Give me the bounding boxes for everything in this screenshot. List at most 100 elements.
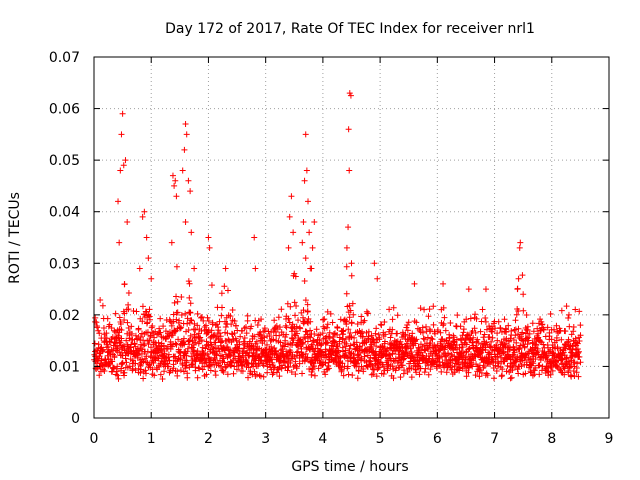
data-point	[311, 330, 318, 337]
data-point	[529, 339, 536, 346]
data-point	[297, 325, 304, 332]
data-point	[276, 332, 283, 339]
data-point	[227, 351, 234, 358]
data-point	[245, 374, 252, 381]
data-point-peak	[345, 126, 352, 133]
data-point	[224, 371, 231, 378]
data-point	[438, 368, 445, 375]
data-point	[548, 364, 555, 371]
data-point	[261, 334, 268, 341]
data-point	[367, 354, 374, 361]
data-point	[310, 338, 317, 345]
data-point	[185, 278, 192, 285]
data-point	[419, 324, 426, 331]
data-point	[489, 328, 496, 335]
data-point	[212, 339, 219, 346]
data-point	[497, 325, 504, 332]
data-point	[184, 348, 191, 355]
data-point	[304, 308, 311, 315]
data-point	[442, 327, 449, 334]
data-point-peak	[285, 244, 292, 251]
data-point	[185, 326, 192, 333]
data-point	[511, 349, 518, 356]
data-point	[484, 372, 491, 379]
data-point-peak	[465, 286, 472, 293]
data-point	[268, 343, 275, 350]
data-point	[112, 310, 119, 317]
data-point	[192, 339, 199, 346]
data-point	[386, 306, 393, 313]
data-point	[512, 332, 519, 339]
data-point	[560, 349, 567, 356]
data-point-peak	[440, 280, 447, 287]
data-point	[486, 334, 493, 341]
data-point	[111, 352, 118, 359]
data-point	[109, 358, 116, 365]
data-point	[139, 318, 146, 325]
data-point	[519, 272, 526, 279]
data-point	[253, 338, 260, 345]
data-point	[188, 317, 195, 324]
data-point	[375, 331, 382, 338]
data-point	[372, 330, 379, 337]
data-point	[343, 318, 350, 325]
data-point	[526, 330, 533, 337]
data-point	[340, 327, 347, 334]
data-point	[287, 360, 294, 367]
data-point	[515, 331, 522, 338]
data-point	[427, 340, 434, 347]
data-point	[208, 282, 215, 289]
data-point	[401, 353, 408, 360]
data-point	[359, 333, 366, 340]
data-point	[477, 366, 484, 373]
data-point	[115, 332, 122, 339]
data-point	[363, 308, 370, 315]
data-point	[440, 322, 447, 329]
data-point-peak	[308, 265, 315, 272]
data-point	[246, 338, 253, 345]
data-point	[118, 326, 125, 333]
data-point	[524, 341, 531, 348]
data-point	[199, 344, 206, 351]
data-point	[290, 337, 297, 344]
data-point	[425, 371, 432, 378]
data-point	[292, 312, 299, 319]
data-point	[550, 349, 557, 356]
data-point	[217, 333, 224, 340]
data-point	[467, 315, 474, 322]
data-point	[123, 337, 130, 344]
data-point	[97, 297, 104, 304]
data-point	[405, 319, 412, 326]
data-point-peak	[124, 219, 131, 226]
data-point	[119, 360, 126, 367]
data-point-peak	[205, 234, 212, 241]
data-point	[347, 330, 354, 337]
data-point	[322, 371, 329, 378]
data-point	[518, 362, 525, 369]
data-point	[573, 339, 580, 346]
data-point	[233, 337, 240, 344]
data-point	[229, 306, 236, 313]
grid-layer	[94, 57, 609, 418]
data-point	[348, 272, 355, 279]
data-point	[354, 321, 361, 328]
data-point	[324, 366, 331, 373]
data-point	[92, 314, 99, 321]
data-point-peak	[343, 244, 350, 251]
data-point	[503, 328, 510, 335]
data-point	[389, 316, 396, 323]
data-point	[146, 306, 153, 313]
data-point	[211, 331, 218, 338]
data-point	[576, 308, 583, 315]
data-point	[381, 319, 388, 326]
data-point	[283, 324, 290, 331]
data-point	[237, 333, 244, 340]
data-point	[200, 317, 207, 324]
data-point	[397, 374, 404, 381]
data-point	[300, 351, 307, 358]
data-point	[389, 326, 396, 333]
data-point	[151, 357, 158, 364]
data-point	[540, 326, 547, 333]
data-point-peak	[120, 162, 127, 169]
data-point	[536, 362, 543, 369]
